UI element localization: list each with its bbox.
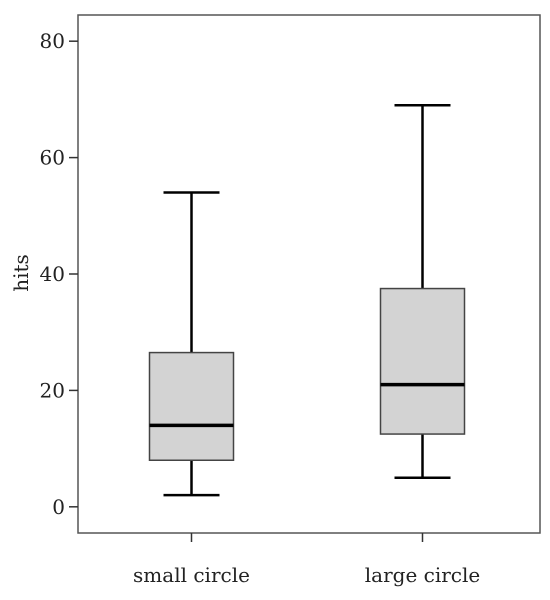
box-large-circle (379, 103, 466, 479)
box-small-circle (148, 191, 235, 497)
iqr-box (148, 351, 235, 461)
plot-frame (77, 14, 541, 534)
x-category-label: small circle (133, 563, 250, 587)
y-tick-label: 40 (40, 262, 65, 286)
y-axis-label: hits (9, 254, 33, 292)
plot-layer (148, 103, 466, 497)
y-tick-label: 60 (40, 146, 65, 170)
y-tick-label: 80 (40, 29, 65, 53)
x-category-label: large circle (365, 563, 480, 587)
iqr-box (379, 287, 466, 435)
y-tick-label: 0 (52, 495, 65, 519)
y-tick-label: 20 (40, 378, 65, 402)
axis-layer: 0 20 40 60 80 small circle large circle (40, 14, 541, 587)
